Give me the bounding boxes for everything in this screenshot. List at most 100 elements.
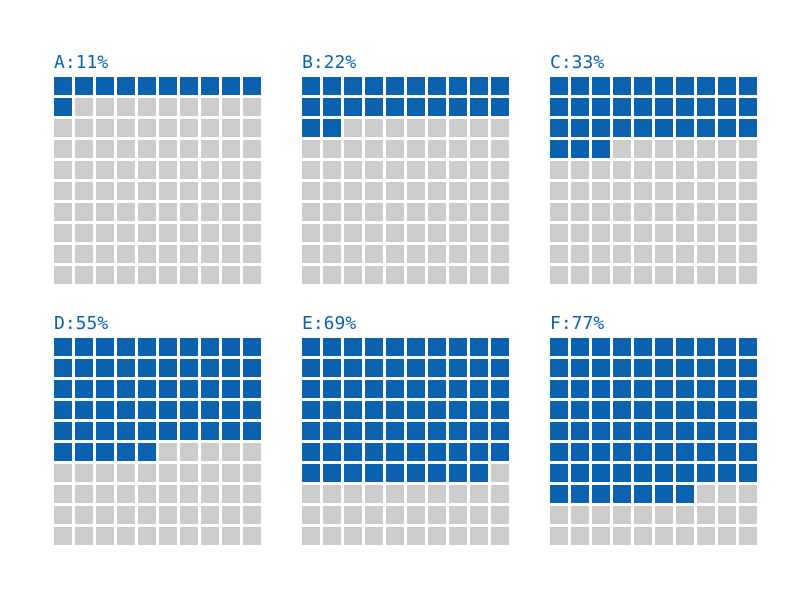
waffle-cell-empty [739, 182, 757, 200]
waffle-cell-filled [739, 464, 757, 482]
waffle-cell-empty [75, 245, 93, 263]
waffle-cell-filled [180, 77, 198, 95]
waffle-cell-filled [96, 359, 114, 377]
waffle-cell-filled [428, 443, 446, 461]
waffle-cell-filled [613, 422, 631, 440]
waffle-cell-empty [634, 266, 652, 284]
waffle-cell-empty [365, 161, 383, 179]
waffle-cell-empty [697, 266, 715, 284]
waffle-cell-filled [571, 464, 589, 482]
waffle-cell-empty [323, 140, 341, 158]
waffle-cell-filled [634, 422, 652, 440]
waffle-cell-empty [613, 245, 631, 263]
waffle-cell-empty [571, 527, 589, 545]
waffle-cell-filled [75, 401, 93, 419]
waffle-cell-filled [634, 119, 652, 137]
waffle-cell-filled [655, 338, 673, 356]
waffle-cell-empty [54, 182, 72, 200]
waffle-cell-empty [344, 140, 362, 158]
waffle-cell-empty [613, 182, 631, 200]
waffle-cell-filled [222, 401, 240, 419]
waffle-cell-filled [117, 422, 135, 440]
waffle-cell-empty [634, 224, 652, 242]
waffle-cell-empty [201, 443, 219, 461]
waffle-cell-filled [613, 464, 631, 482]
waffle-cell-empty [739, 224, 757, 242]
waffle-cell-filled [613, 338, 631, 356]
waffle-cell-filled [117, 77, 135, 95]
waffle-cell-empty [180, 224, 198, 242]
waffle-cell-filled [365, 401, 383, 419]
waffle-cell-empty [697, 527, 715, 545]
waffle-cell-filled [449, 380, 467, 398]
waffle-cell-empty [138, 98, 156, 116]
waffle-cell-empty [449, 527, 467, 545]
waffle-cell-filled [739, 443, 757, 461]
waffle-cell-filled [491, 98, 509, 116]
waffle-cell-empty [344, 182, 362, 200]
waffle-cell-empty [54, 203, 72, 221]
waffle-cell-empty [676, 140, 694, 158]
waffle-cell-filled [655, 380, 673, 398]
waffle-cell-empty [54, 485, 72, 503]
waffle-cell-filled [243, 77, 261, 95]
waffle-cell-empty [470, 182, 488, 200]
waffle-cell-empty [117, 485, 135, 503]
waffle-cell-filled [302, 338, 320, 356]
waffle-cell-empty [159, 224, 177, 242]
waffle-cell-empty [491, 182, 509, 200]
waffle-cell-filled [550, 77, 568, 95]
waffle-cell-empty [655, 140, 673, 158]
waffle-cell-filled [697, 338, 715, 356]
waffle-cell-filled [470, 401, 488, 419]
waffle-cell-empty [613, 161, 631, 179]
waffle-cell-empty [138, 506, 156, 524]
waffle-cell-empty [159, 506, 177, 524]
waffle-cell-filled [159, 401, 177, 419]
waffle-cell-filled [634, 359, 652, 377]
waffle-cell-empty [180, 506, 198, 524]
waffle-cell-filled [54, 98, 72, 116]
waffle-cell-empty [428, 224, 446, 242]
waffle-cell-empty [222, 119, 240, 137]
waffle-cell-filled [550, 401, 568, 419]
waffle-cell-empty [138, 203, 156, 221]
waffle-cell-empty [243, 506, 261, 524]
waffle-cell-empty [428, 119, 446, 137]
waffle-cell-empty [180, 161, 198, 179]
waffle-cell-filled [243, 380, 261, 398]
waffle-cell-empty [613, 527, 631, 545]
waffle-cell-empty [243, 464, 261, 482]
waffle-cell-empty [96, 266, 114, 284]
waffle-cell-empty [96, 506, 114, 524]
waffle-cell-filled [75, 338, 93, 356]
waffle-cell-empty [323, 485, 341, 503]
waffle-cell-filled [159, 422, 177, 440]
waffle-cell-empty [571, 245, 589, 263]
waffle-cell-filled [180, 338, 198, 356]
waffle-cell-filled [449, 338, 467, 356]
waffle-cell-filled [470, 338, 488, 356]
waffle-cell-empty [718, 485, 736, 503]
waffle-cell-empty [96, 161, 114, 179]
waffle-cell-empty [449, 485, 467, 503]
waffle-cell-filled [655, 98, 673, 116]
waffle-cell-filled [491, 422, 509, 440]
waffle-cell-filled [676, 464, 694, 482]
waffle-cell-empty [491, 527, 509, 545]
waffle-cell-empty [491, 161, 509, 179]
waffle-cell-filled [117, 359, 135, 377]
waffle-cell-filled [676, 338, 694, 356]
waffle-cell-filled [613, 77, 631, 95]
waffle-cell-empty [592, 527, 610, 545]
waffle-cell-empty [96, 485, 114, 503]
waffle-cell-filled [739, 422, 757, 440]
waffle-cell-empty [344, 224, 362, 242]
waffle-cell-filled [718, 380, 736, 398]
waffle-cell-filled [718, 401, 736, 419]
waffle-cell-empty [365, 203, 383, 221]
waffle-cell-filled [449, 98, 467, 116]
waffle-cell-filled [592, 77, 610, 95]
waffle-cell-empty [302, 182, 320, 200]
waffle-cell-filled [323, 464, 341, 482]
